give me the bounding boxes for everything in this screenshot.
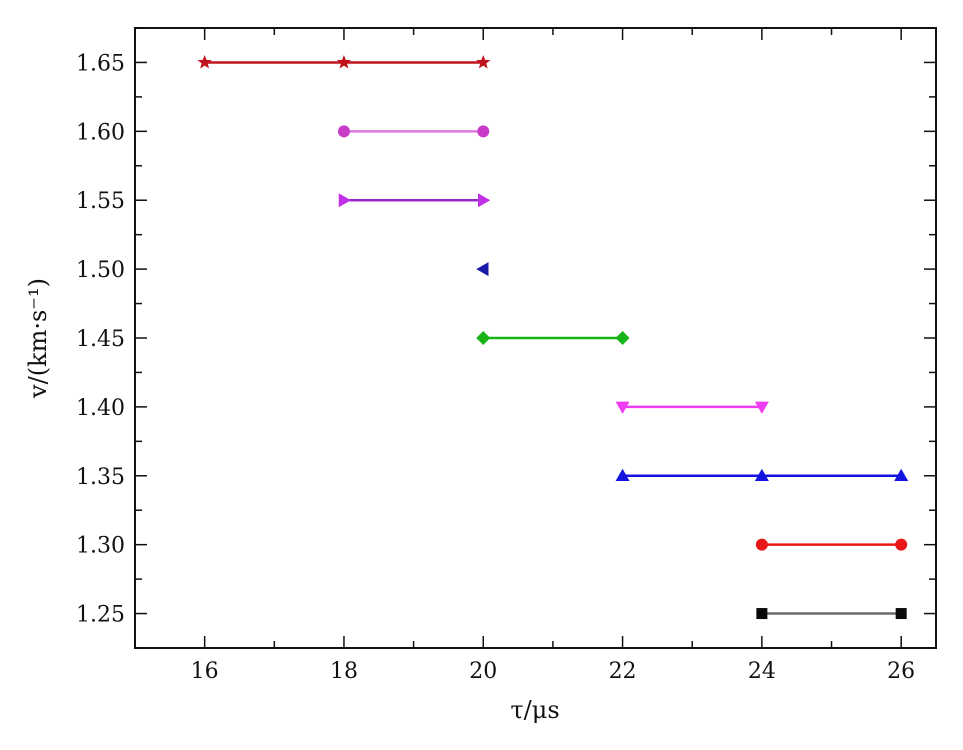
x-tick-label: 18	[330, 659, 358, 684]
series-1	[197, 54, 491, 69]
y-tick-label: 1.60	[76, 120, 125, 145]
x-tick-label: 20	[469, 659, 497, 684]
y-tick-label: 1.65	[76, 51, 125, 76]
series-3	[338, 193, 491, 208]
data-point	[615, 468, 630, 482]
x-tick-label: 24	[748, 659, 776, 684]
data-point	[615, 401, 630, 414]
data-point	[756, 608, 768, 620]
data-point	[337, 125, 350, 138]
x-tick-label: 22	[609, 659, 637, 684]
data-point	[476, 262, 489, 277]
y-tick-label: 1.50	[76, 258, 125, 283]
data-point	[477, 125, 490, 138]
data-point	[615, 331, 630, 345]
data-point	[476, 331, 491, 345]
data-point	[754, 468, 769, 482]
y-axis-title: v/(km·s⁻¹)	[24, 278, 52, 399]
x-axis-title: τ/μs	[510, 696, 559, 724]
series-9	[756, 608, 907, 620]
data-point	[336, 54, 352, 69]
data-point	[895, 538, 908, 551]
x-tick-label: 16	[191, 659, 219, 684]
x-axis-ticks: 16 18 20 22 24 26	[134, 28, 915, 684]
x-tick-label: 26	[887, 659, 915, 684]
y-tick-label: 1.40	[76, 396, 125, 421]
y-tick-label: 1.45	[76, 327, 125, 352]
series-8	[755, 538, 908, 551]
y-tick-label: 1.25	[76, 603, 125, 628]
data-point	[478, 193, 491, 208]
data-point	[197, 54, 212, 69]
data-point	[895, 608, 907, 620]
series-4	[476, 262, 489, 277]
series-6	[615, 401, 769, 414]
y-axis-ticks: 1.25 1.30 1.35 1.40 1.45 1.50 1.55 1.60 1.65	[76, 27, 936, 649]
series-2	[337, 125, 490, 138]
series-layer	[197, 54, 909, 620]
data-point	[754, 401, 769, 414]
y-tick-label: 1.35	[76, 465, 125, 490]
data-point	[338, 193, 351, 208]
series-7	[615, 468, 909, 482]
series-5	[476, 331, 630, 345]
y-tick-label: 1.30	[76, 534, 125, 559]
y-tick-label: 1.55	[76, 189, 125, 214]
data-point	[894, 468, 909, 482]
data-point	[476, 54, 491, 69]
data-point	[755, 538, 768, 551]
